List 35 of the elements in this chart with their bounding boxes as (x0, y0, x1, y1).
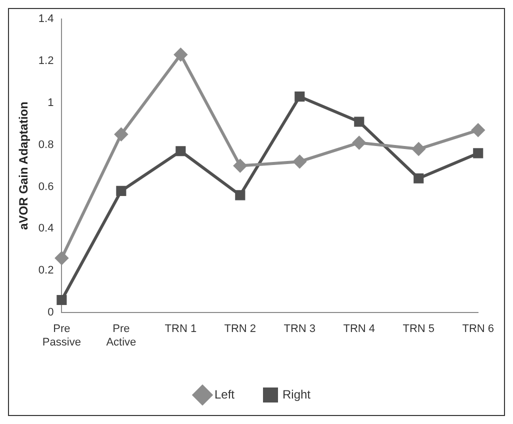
point (234, 159, 247, 172)
point (176, 146, 186, 156)
y-tick-label: 1.4 (38, 13, 54, 26)
y-tick-label: 1 (48, 96, 54, 109)
point (473, 148, 484, 158)
x-tick-label: TRN 5 (402, 323, 435, 336)
y-tick-label: 0 (48, 306, 54, 319)
x-tick-label: TRN 4 (343, 323, 376, 336)
point (472, 124, 485, 137)
point (414, 173, 424, 184)
y-axis-title: aVOR Gain Adaptation (16, 102, 31, 230)
point (412, 142, 426, 156)
point (352, 136, 366, 150)
point (294, 92, 305, 102)
point (293, 155, 306, 168)
y-tick-label: 0.6 (38, 180, 54, 193)
point (116, 186, 126, 196)
point (235, 190, 246, 200)
x-tick-label: TRN 6 (462, 323, 494, 336)
point (174, 48, 188, 62)
y-tick-label: 0.4 (38, 222, 54, 235)
y-tick-label: 0.8 (38, 138, 54, 151)
legend-label: Left (214, 387, 236, 402)
y-tick-label: 0.2 (38, 264, 54, 277)
point (55, 252, 68, 265)
point (354, 116, 364, 127)
x-tick-label: TRN 1 (164, 323, 197, 336)
point (56, 294, 67, 306)
x-tick-label: TRN 3 (284, 323, 316, 336)
point (114, 128, 128, 141)
x-tick-label: TRN 2 (224, 323, 256, 336)
legend-label: Right (282, 387, 312, 402)
x-tick-label: Pre Passive (42, 323, 81, 348)
x-tick-label: Pre Active (106, 323, 136, 348)
y-tick-label: 1.2 (38, 54, 54, 67)
